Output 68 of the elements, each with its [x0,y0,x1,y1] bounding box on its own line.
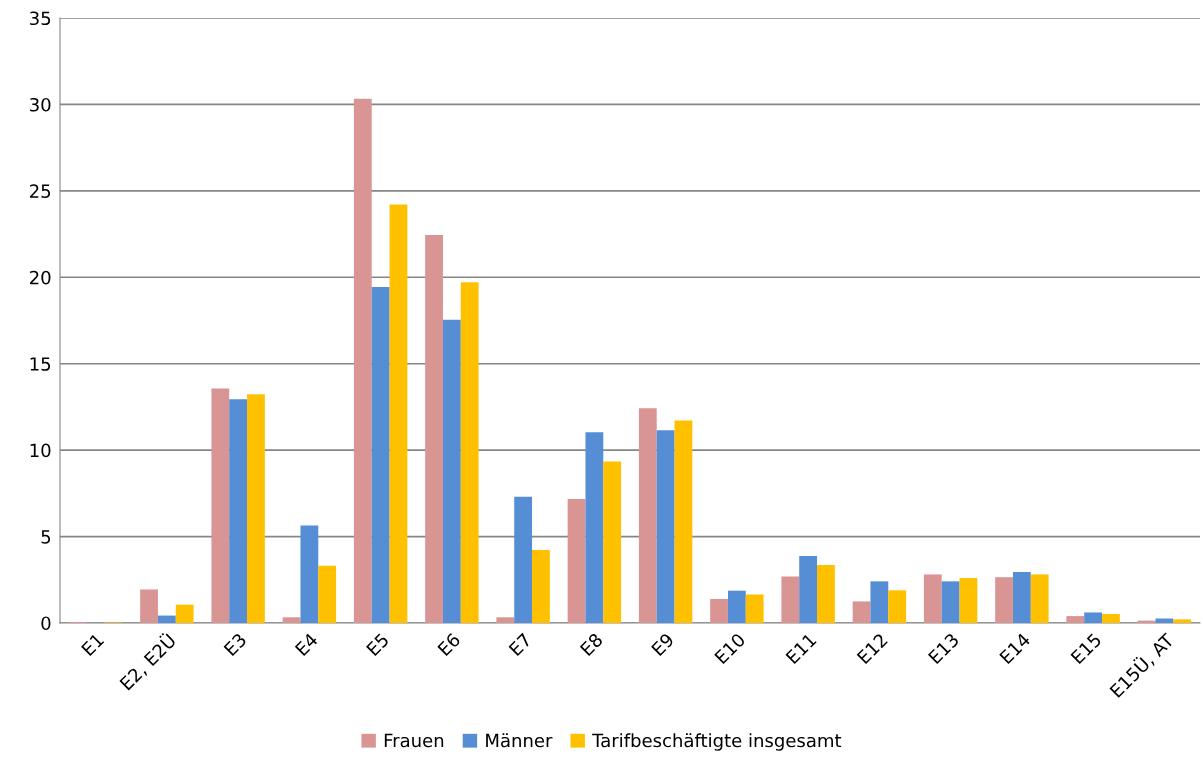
bar [852,601,871,623]
bar [389,204,408,623]
bar [781,576,800,623]
bar [300,525,319,623]
bar [727,590,746,623]
bar [247,394,265,623]
bar [1012,572,1031,623]
bar [1066,616,1085,623]
x-tick-label: E12 [856,632,888,665]
y-tick-label: 15 [30,357,51,371]
y-tick-label: 35 [30,11,51,26]
bar [745,594,764,623]
bar [995,577,1013,623]
x-tick-label: E13 [927,632,960,665]
bar [211,388,230,623]
bar [282,617,301,623]
bar [371,286,390,623]
y-tick-label: 20 [30,270,51,285]
bar [157,615,176,623]
bar [710,598,728,623]
bar [442,319,461,623]
bar [1030,574,1049,623]
x-tick-label: E14 [999,632,1031,665]
y-tick-label: 30 [30,97,51,112]
bar [1102,614,1120,623]
bar [460,282,479,623]
y-tick-label: 0 [41,616,51,631]
legend-label: Männer [486,733,553,748]
x-tick-label: E11 [785,632,817,665]
y-tick-label: 10 [30,443,51,458]
x-tick-label: E8 [579,632,604,657]
bar [175,604,194,623]
bar [1084,612,1103,623]
x-tick-label: E10 [714,632,746,665]
bar [496,617,515,623]
x-tick-label: E6 [437,632,461,657]
bar [229,399,248,623]
bar [425,235,443,623]
bar [585,432,604,623]
legend-label: Frauen [384,733,444,748]
x-tick-label: E3 [223,632,247,657]
bar [923,574,942,623]
bar [140,589,158,623]
bar [603,461,622,623]
x-tick-label: E4 [294,632,319,656]
bar [817,565,835,623]
bar [318,565,337,623]
bar [656,430,675,623]
bar [532,549,550,623]
bar [799,556,818,623]
bar [941,581,960,623]
x-tick-label: E1 [81,632,105,656]
bar [638,408,657,623]
y-tick-label: 25 [30,184,51,198]
x-tick-label: E5 [366,632,390,657]
bar [959,578,978,623]
bar [567,498,586,623]
y-tick-label: 5 [41,530,51,544]
legend-label: Tarifbeschäftigte insgesamt [592,733,842,751]
bar [353,98,372,623]
bar [674,420,693,623]
bar [870,581,889,623]
x-tick-label: E7 [508,632,532,656]
bar [1173,619,1192,623]
x-tick-label: E9 [650,632,675,657]
bar [514,496,533,623]
bar [888,590,907,623]
bar [1155,618,1174,623]
